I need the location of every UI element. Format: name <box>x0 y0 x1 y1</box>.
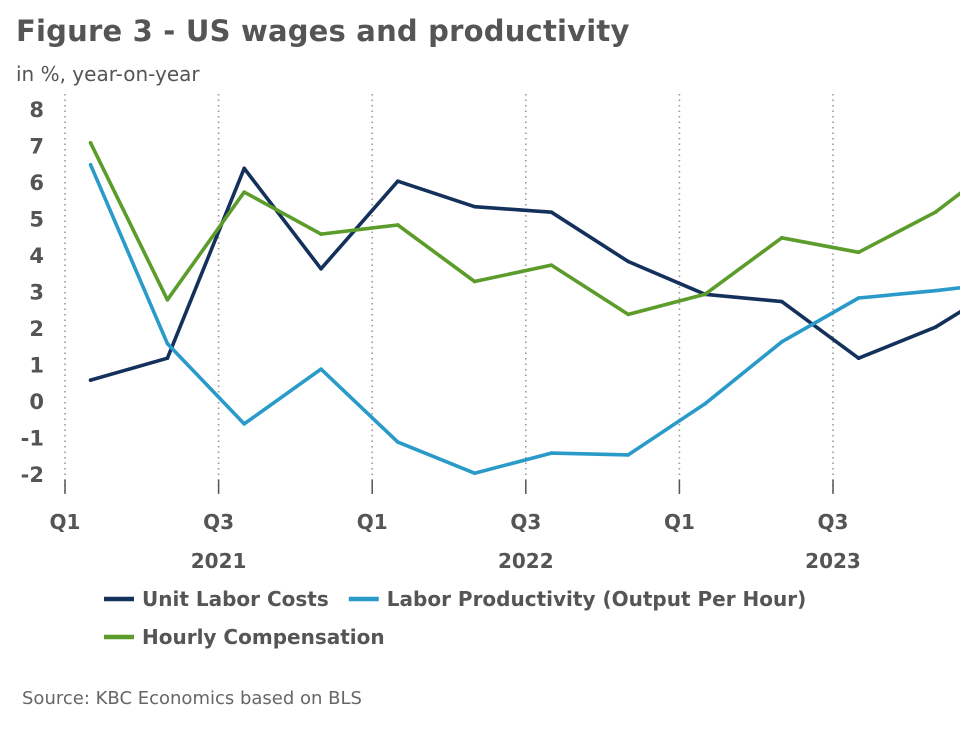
chart-title: Figure 3 - US wages and productivity <box>16 14 630 48</box>
data-point <box>472 204 477 209</box>
data-point <box>626 312 630 317</box>
data-point <box>780 299 784 304</box>
y-tick-label: 2 <box>29 317 44 341</box>
x-year-label: 2021 <box>191 549 247 573</box>
data-point <box>626 259 630 264</box>
y-tick-label: -1 <box>21 427 44 451</box>
x-tick-label: Q1 <box>664 510 695 534</box>
y-tick-label: 0 <box>29 390 44 414</box>
x-tick-label: Q3 <box>203 510 234 534</box>
data-point <box>703 292 707 297</box>
data-point <box>472 279 477 284</box>
data-point <box>242 190 246 194</box>
data-point <box>88 162 93 167</box>
data-point <box>780 339 784 344</box>
y-tick-label: 4 <box>29 244 44 268</box>
y-tick-label: -2 <box>21 463 44 487</box>
data-point <box>165 356 170 361</box>
series-layer <box>88 141 960 476</box>
data-point <box>856 250 861 255</box>
data-point <box>933 325 938 329</box>
grid-layer <box>64 94 834 492</box>
x-year-label: 2023 <box>805 549 861 573</box>
legend-label: Labor Productivity (Output Per Hour) <box>387 587 806 611</box>
y-tick-label: 7 <box>29 135 44 159</box>
y-tick-label: 5 <box>29 208 44 232</box>
data-point <box>549 451 554 455</box>
x-year-label: 2022 <box>498 549 554 573</box>
x-tick-label: Q3 <box>510 510 541 534</box>
data-point <box>933 288 938 293</box>
y-tick-label: 6 <box>29 171 44 195</box>
data-point <box>319 266 323 271</box>
data-point <box>88 378 93 382</box>
data-point <box>242 166 246 171</box>
data-point <box>703 402 707 406</box>
data-point <box>165 341 170 346</box>
legend-label: Unit Labor Costs <box>142 587 329 611</box>
data-point <box>780 235 784 240</box>
data-point <box>319 232 323 236</box>
x-tick-label: Q1 <box>357 510 388 534</box>
data-point <box>472 471 477 475</box>
data-point <box>396 440 400 444</box>
legend-label: Hourly Compensation <box>142 625 385 649</box>
data-point <box>856 296 861 300</box>
data-point <box>242 422 246 426</box>
source-note: Source: KBC Economics based on BLS <box>22 688 362 709</box>
data-point <box>396 179 400 183</box>
data-point <box>549 210 554 214</box>
data-point <box>933 210 938 214</box>
data-point <box>626 453 630 457</box>
y-tick-label: 8 <box>29 98 44 122</box>
axis-layer: Q1Q3Q1Q3Q1Q3Q1Q3Q12021202220232024202587… <box>21 98 861 573</box>
legend: Unit Labor Costs Labor Productivity (Outp… <box>104 587 806 649</box>
data-point <box>856 356 861 361</box>
data-point <box>319 367 323 371</box>
data-point <box>88 141 93 145</box>
y-tick-label: 3 <box>29 281 44 305</box>
data-point <box>549 263 554 267</box>
y-tick-label: 1 <box>29 354 44 378</box>
data-point <box>396 223 400 227</box>
chart-subtitle: in %, year-on-year <box>16 62 200 86</box>
data-point <box>165 298 170 302</box>
x-tick-label: Q1 <box>50 510 81 534</box>
x-tick-label: Q3 <box>818 510 849 534</box>
